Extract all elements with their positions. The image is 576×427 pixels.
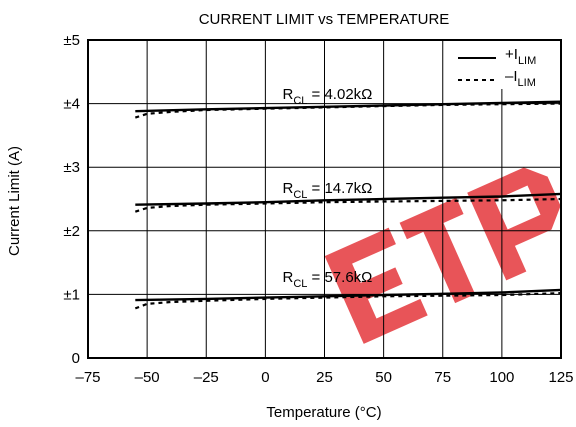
- plot-frame: [87, 39, 562, 359]
- x-tick-label: 75: [434, 369, 451, 386]
- plus-ilim-series-line: [135, 288, 562, 302]
- minus-ilim-series-line: [134, 102, 562, 119]
- annotations: RCL = 4.02kΩ RCL = 14.7kΩ RCL = 57.6kΩ: [282, 86, 372, 290]
- x-tick-label: –75: [75, 369, 100, 386]
- x-tick-label: 50: [375, 369, 392, 386]
- rcl-annotation: RCL = 14.7kΩ: [282, 180, 372, 201]
- y-axis-label: Current Limit (A): [6, 146, 23, 256]
- y-tick-label: ±2: [63, 223, 80, 240]
- axis-ticks: –75 –50 –25 0 25 50 75 100 125 0 ±1 ±2 ±3 ±4 ±5: [63, 32, 573, 386]
- chart-title: CURRENT LIMIT vs TEMPERATURE: [199, 11, 450, 28]
- rcl-annotation: RCL = 57.6kΩ: [282, 269, 372, 290]
- x-tick-label: –25: [194, 369, 219, 386]
- y-tick-label: ±4: [63, 96, 80, 113]
- legend: +ILIM–ILIM: [452, 41, 560, 89]
- minus-ilim-series-line: [134, 292, 562, 310]
- legend-label: +ILIM: [505, 46, 536, 67]
- x-tick-label: 0: [261, 369, 269, 386]
- watermark-letter-1: [324, 227, 428, 344]
- x-tick-label: 125: [548, 369, 573, 386]
- x-tick-label: –50: [135, 369, 160, 386]
- x-tick-label: 100: [489, 369, 514, 386]
- y-tick-label: 0: [72, 350, 80, 367]
- rcl-annotation: RCL = 4.02kΩ: [282, 86, 372, 107]
- y-tick-label: ±3: [63, 159, 80, 176]
- plus-ilim-series-line: [135, 192, 562, 206]
- watermark-letter-2: [399, 197, 476, 304]
- legend-label: –ILIM: [505, 68, 536, 89]
- y-tick-label: ±5: [63, 32, 80, 49]
- x-axis-label: Temperature (°C): [266, 404, 381, 421]
- y-tick-label: ±1: [63, 286, 80, 303]
- series-layer: [134, 100, 562, 310]
- minus-ilim-series-line: [134, 197, 562, 213]
- x-tick-label: 25: [316, 369, 333, 386]
